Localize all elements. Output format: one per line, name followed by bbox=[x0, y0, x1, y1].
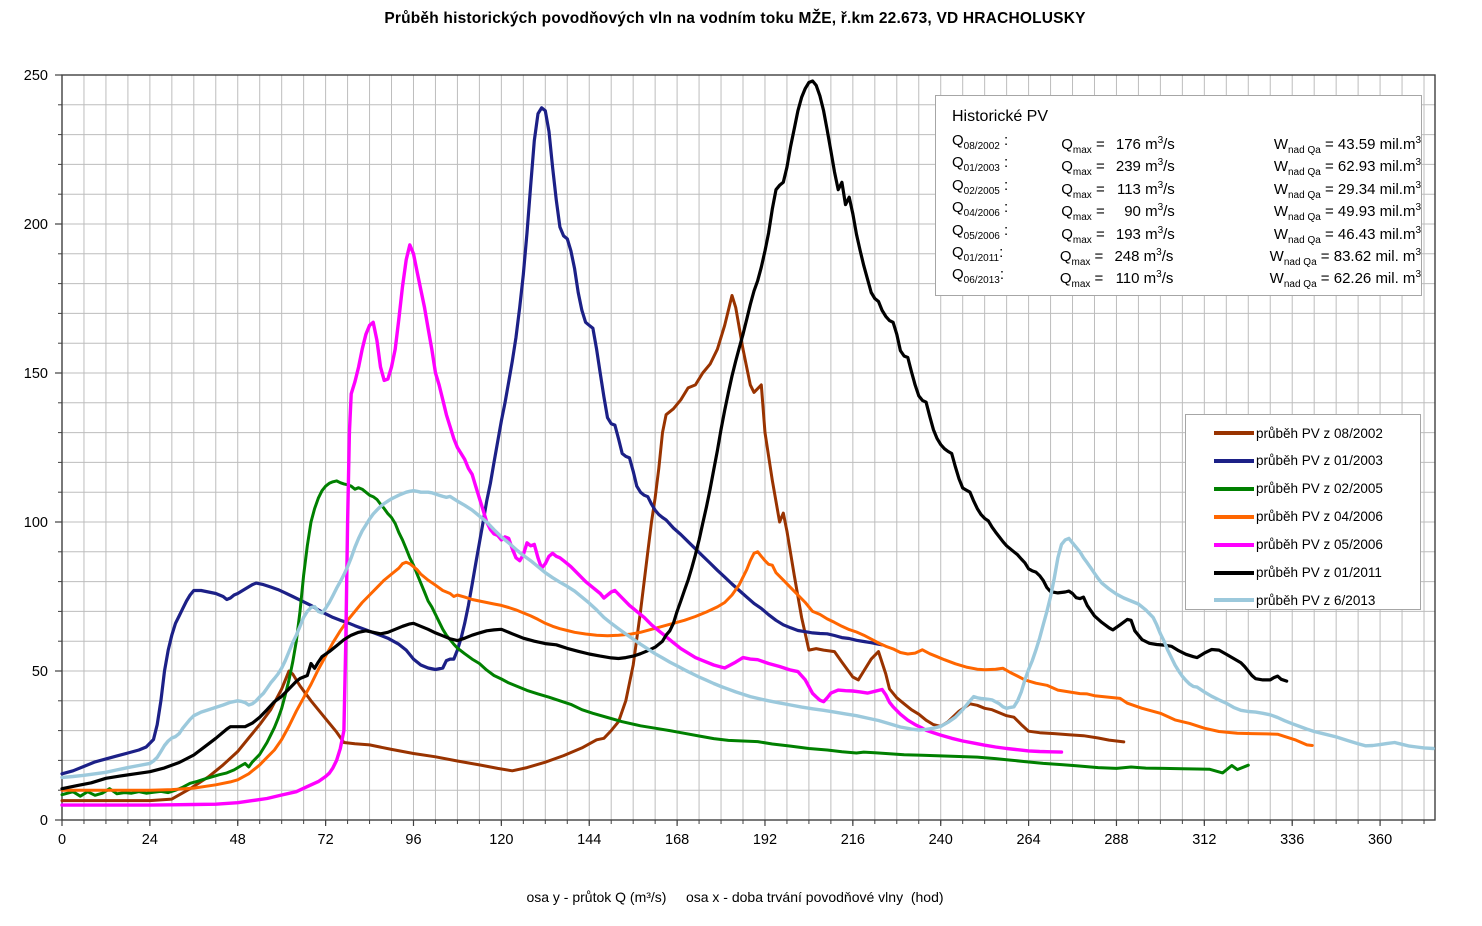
series-line bbox=[60, 243, 1064, 807]
pv-qmax: Qmax = 193 m3/s bbox=[1061, 224, 1175, 246]
x-tick-label: 312 bbox=[1192, 832, 1216, 848]
pv-event: Q06/2013: bbox=[952, 266, 1004, 287]
legend-label: průběh PV z 01/2011 bbox=[1256, 565, 1382, 580]
pv-volume: Wnad Qa = 62.93 mil.m3 bbox=[1273, 157, 1421, 179]
pv-volume: Wnad Qa = 29.34 mil.m3 bbox=[1273, 179, 1421, 201]
legend-line-swatch bbox=[1214, 458, 1254, 463]
x-tick-label: 216 bbox=[841, 832, 865, 848]
pv-qmax: Qmax = 248 m3/s bbox=[1059, 246, 1174, 268]
series-line bbox=[60, 550, 1314, 792]
pv-event: Q01/2003 : bbox=[952, 154, 1009, 175]
plot-border bbox=[61, 74, 1436, 821]
pv-event: Q01/2011: bbox=[952, 243, 1004, 264]
x-tick-label: 72 bbox=[318, 832, 334, 848]
x-tick-label: 24 bbox=[142, 832, 158, 848]
legend-item: průběh PV z 01/2003 bbox=[1186, 451, 1420, 471]
series-line bbox=[60, 106, 884, 776]
legend-line-swatch bbox=[1214, 486, 1254, 491]
chart-title: Průběh historických povodňových vln na v… bbox=[384, 10, 1086, 27]
pv-qmax: Qmax = 90 m3/s bbox=[1061, 202, 1175, 224]
legend-item: průběh PV z 01/2011 bbox=[1186, 563, 1420, 583]
pv-qmax: Qmax = 176 m3/s bbox=[1061, 135, 1175, 156]
x-tick-label: 336 bbox=[1280, 832, 1304, 848]
historical-pv-title: Historické PV bbox=[952, 108, 1049, 125]
y-tick-label: 150 bbox=[24, 366, 48, 382]
legend-line-swatch bbox=[1214, 431, 1254, 435]
x-tick-label: 48 bbox=[230, 832, 246, 848]
y-tick-label: 0 bbox=[40, 813, 48, 829]
historical-pv-row: Q06/2013: Qmax = 110 m3/s Wnad Qa = 62.26 … bbox=[952, 264, 1421, 291]
legend-line-swatch bbox=[1214, 598, 1254, 603]
pv-event: Q02/2005 : bbox=[952, 176, 1009, 197]
pv-volume: Wnad Qa = 49.93 mil.m3 bbox=[1273, 202, 1421, 224]
historical-pv-box: Historické PV Q08/2002 : Qmax = 176 m3/s W… bbox=[935, 95, 1422, 296]
legend-label: průběh PV z 6/2013 bbox=[1256, 592, 1376, 608]
pv-volume: Wnad Qa = 62.26 mil. m3 bbox=[1269, 269, 1421, 291]
legend-item: průběh PV z 08/2002 bbox=[1186, 423, 1420, 443]
x-tick-label: 288 bbox=[1104, 832, 1128, 848]
legend-label: průběh PV z 01/2003 bbox=[1256, 453, 1383, 469]
historical-pv-rows: Q08/2002 : Qmax = 176 m3/s Wnad Qa = 43.59… bbox=[952, 130, 1421, 291]
x-tick-label: 168 bbox=[665, 832, 689, 848]
x-tick-label: 144 bbox=[577, 832, 601, 848]
x-tick-label: 360 bbox=[1368, 832, 1392, 848]
legend-line-swatch bbox=[1214, 570, 1254, 575]
historical-pv-row: Q01/2003 : Qmax = 239 m3/s Wnad Qa = 62.93… bbox=[952, 152, 1421, 179]
historical-pv-row: Q08/2002 : Qmax = 176 m3/s Wnad Qa = 43.59… bbox=[952, 130, 1421, 156]
historical-pv-row: Q04/2006 : Qmax = 90 m3/s Wnad Qa = 49.93 … bbox=[952, 197, 1421, 224]
pv-qmax: Qmax = 113 m3/s bbox=[1061, 179, 1175, 201]
pv-event: Q05/2006 : bbox=[952, 221, 1009, 242]
pv-qmax: Qmax = 239 m3/s bbox=[1061, 157, 1175, 179]
axis-caption: osa y - průtok Q (m³/s) osa x - doba trv… bbox=[0, 889, 1470, 905]
y-tick-label: 250 bbox=[24, 68, 48, 84]
historical-pv-row: Q01/2011: Qmax = 248 m3/s Wnad Qa = 83.62 … bbox=[952, 242, 1421, 268]
caption-separator bbox=[666, 889, 685, 905]
pv-qmax: Qmax = 110 m3/s bbox=[1059, 269, 1174, 291]
legend-label: průběh PV z 08/2002 bbox=[1256, 425, 1383, 441]
x-tick-label: 120 bbox=[489, 832, 513, 848]
legend-label: průběh PV z 04/2006 bbox=[1256, 509, 1383, 525]
pv-volume: Wnad Qa = 46.43 mil.m3 bbox=[1273, 224, 1421, 246]
series-line bbox=[60, 294, 1126, 803]
x-tick-label: 192 bbox=[753, 832, 777, 848]
y-tick-label: 200 bbox=[24, 217, 48, 233]
caption-y-axis: osa y - průtok Q (m³/s) bbox=[526, 889, 667, 905]
series-line bbox=[60, 489, 1435, 780]
pv-event: Q04/2006 : bbox=[952, 199, 1009, 220]
pv-event: Q08/2002 : bbox=[952, 132, 1009, 152]
historical-pv-row: Q02/2005 : Qmax = 113 m3/s Wnad Qa = 29.34… bbox=[952, 175, 1421, 201]
caption-x-axis: osa x - doba trvání povodňové vlny (hod) bbox=[685, 889, 944, 905]
x-tick-label: 96 bbox=[405, 832, 421, 848]
x-tick-label: 264 bbox=[1016, 832, 1040, 848]
x-tick-label: 240 bbox=[929, 832, 953, 848]
legend: průběh PV z 08/2002 průběh PV z 01/2003 pr… bbox=[1185, 414, 1421, 610]
y-tick-label: 50 bbox=[32, 664, 48, 680]
y-tick-label: 100 bbox=[24, 515, 48, 531]
legend-item: průběh PV z 02/2005 bbox=[1186, 479, 1420, 499]
legend-item: průběh PV z 04/2006 bbox=[1186, 507, 1420, 527]
pv-volume: Wnad Qa = 43.59 mil.m3 bbox=[1273, 135, 1421, 156]
historical-pv-row: Q05/2006 : Qmax = 193 m3/s Wnad Qa = 46.43… bbox=[952, 220, 1421, 246]
legend-label: průběh PV z 05/2006 bbox=[1256, 537, 1383, 553]
legend-line-swatch bbox=[1214, 514, 1254, 519]
x-tick-label: 0 bbox=[58, 832, 66, 848]
legend-item: průběh PV z 6/2013 bbox=[1186, 590, 1420, 610]
legend-line-swatch bbox=[1214, 542, 1254, 547]
pv-volume: Wnad Qa = 83.62 mil. m3 bbox=[1269, 246, 1421, 268]
legend-item: průběh PV z 05/2006 bbox=[1186, 535, 1420, 555]
series-line bbox=[60, 79, 1289, 791]
legend-label: průběh PV z 02/2005 bbox=[1256, 481, 1383, 497]
